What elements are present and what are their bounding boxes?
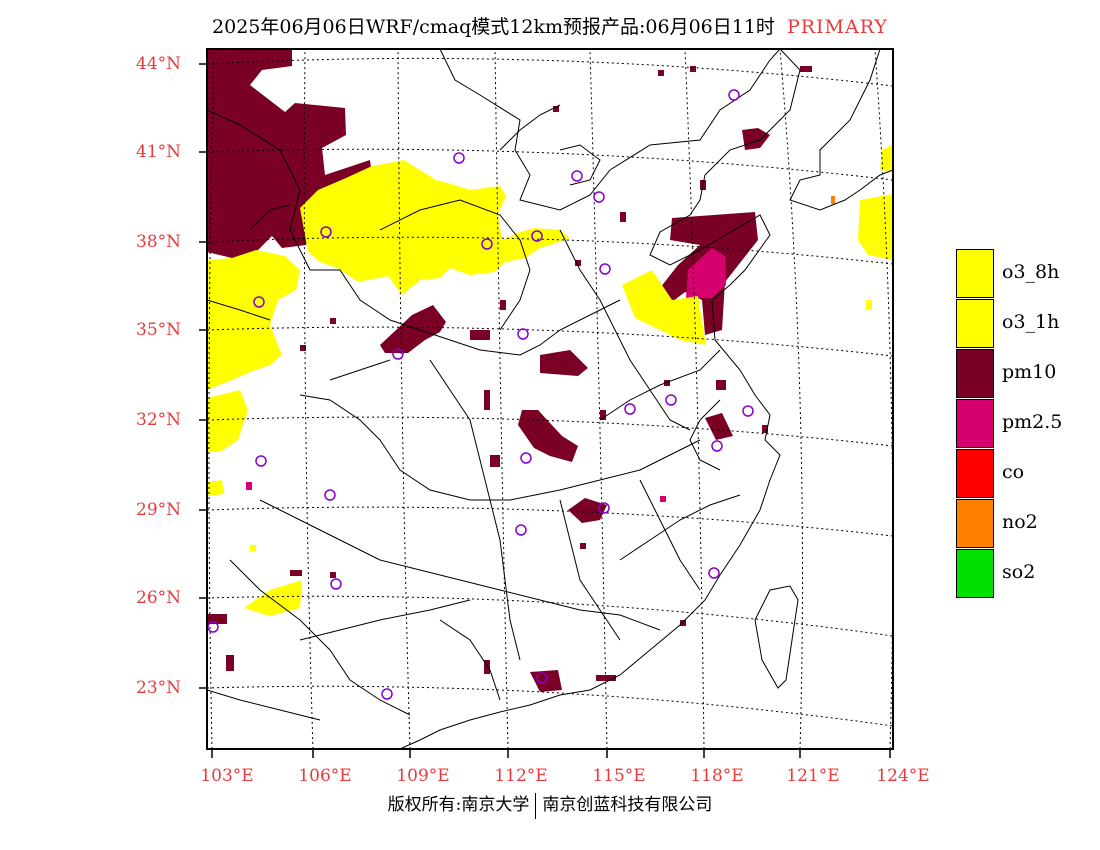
copyright-right: 南京创蓝科技有限公司 xyxy=(542,795,713,815)
station-markers xyxy=(207,89,754,700)
lat-label-41n: 41°N xyxy=(136,142,182,162)
lat-label-26n: 26°N xyxy=(136,588,182,608)
pm10-region-jiangxi xyxy=(568,498,607,523)
legend-label-o3-8h: o3_8h xyxy=(1002,261,1060,283)
legend-label-pm25: pm2.5 xyxy=(1002,411,1063,433)
lat-label-23n: 23°N xyxy=(136,678,182,698)
pm10-region-northwest xyxy=(207,49,372,258)
pm10-region-henan xyxy=(540,350,588,376)
no2-regions xyxy=(831,196,835,204)
lat-label-32n: 32°N xyxy=(136,410,182,430)
o3-region-guizhou xyxy=(244,580,302,616)
map-title: 2025年06月06日WRF/cmaq模式12km预报产品:06月06日11时 P… xyxy=(0,12,1100,39)
pm10-region-shaanxi xyxy=(380,305,446,353)
copyright-left: 版权所有:南京大学 xyxy=(387,795,530,815)
o3-region-southwest-small xyxy=(207,480,224,496)
footer-separator xyxy=(535,792,537,819)
lat-label-38n: 38°N xyxy=(136,232,182,252)
lon-label-109e: 109°E xyxy=(396,766,450,786)
legend-swatch-o3-8h xyxy=(956,249,994,298)
o3-region-sichuan xyxy=(207,390,248,452)
map-frame xyxy=(206,48,894,750)
lon-label-118e: 118°E xyxy=(690,766,744,786)
legend-label-no2: no2 xyxy=(1002,511,1038,533)
legend-swatch-no2 xyxy=(956,499,994,548)
legend-label-so2: so2 xyxy=(1002,561,1036,583)
lon-label-112e: 112°E xyxy=(494,766,548,786)
title-main: 2025年06月06日WRF/cmaq模式12km预报产品:06月06日11时 xyxy=(212,16,775,38)
lon-label-121e: 121°E xyxy=(786,766,840,786)
pm10-region-liaoning xyxy=(742,128,770,150)
title-tag-primary: PRIMARY xyxy=(786,16,888,38)
o3-region-northeast-edge xyxy=(858,194,893,260)
no2-region-dalian xyxy=(831,196,835,204)
legend-label-o3-1h: o3_1h xyxy=(1002,311,1060,333)
lon-label-106e: 106°E xyxy=(298,766,352,786)
lon-label-103e: 103°E xyxy=(200,766,254,786)
pm10-region-jiangsu xyxy=(705,413,733,440)
o3-region-shandong xyxy=(622,270,706,345)
lat-label-29n: 29°N xyxy=(136,500,182,520)
legend-label-co: co xyxy=(1002,461,1025,483)
lat-label-35n: 35°N xyxy=(136,320,182,340)
pm25-region-shandong xyxy=(686,248,726,298)
legend-swatch-co xyxy=(956,449,994,498)
copyright-footer: 版权所有:南京大学 南京创蓝科技有限公司 xyxy=(0,790,1100,819)
o3-region-northeast-top xyxy=(880,144,893,172)
o3-region-west xyxy=(207,250,300,390)
legend-swatch-pm10 xyxy=(956,349,994,398)
legend-label-pm10: pm10 xyxy=(1002,361,1057,383)
lon-label-115e: 115°E xyxy=(592,766,646,786)
scattered-pixels xyxy=(207,66,872,681)
lon-label-124e: 124°E xyxy=(876,766,930,786)
graticule xyxy=(207,49,893,749)
pm10-region-hubei xyxy=(518,410,578,462)
legend-swatch-pm25 xyxy=(956,399,994,448)
pm25-regions xyxy=(686,248,726,298)
legend-swatch-o3-1h xyxy=(956,299,994,348)
o3-regions xyxy=(207,144,893,616)
o3-region-north xyxy=(300,160,570,295)
lat-label-44n: 44°N xyxy=(136,54,182,74)
axis-ticks xyxy=(199,63,891,758)
legend-swatch-so2 xyxy=(956,549,994,598)
boundaries xyxy=(207,49,893,749)
